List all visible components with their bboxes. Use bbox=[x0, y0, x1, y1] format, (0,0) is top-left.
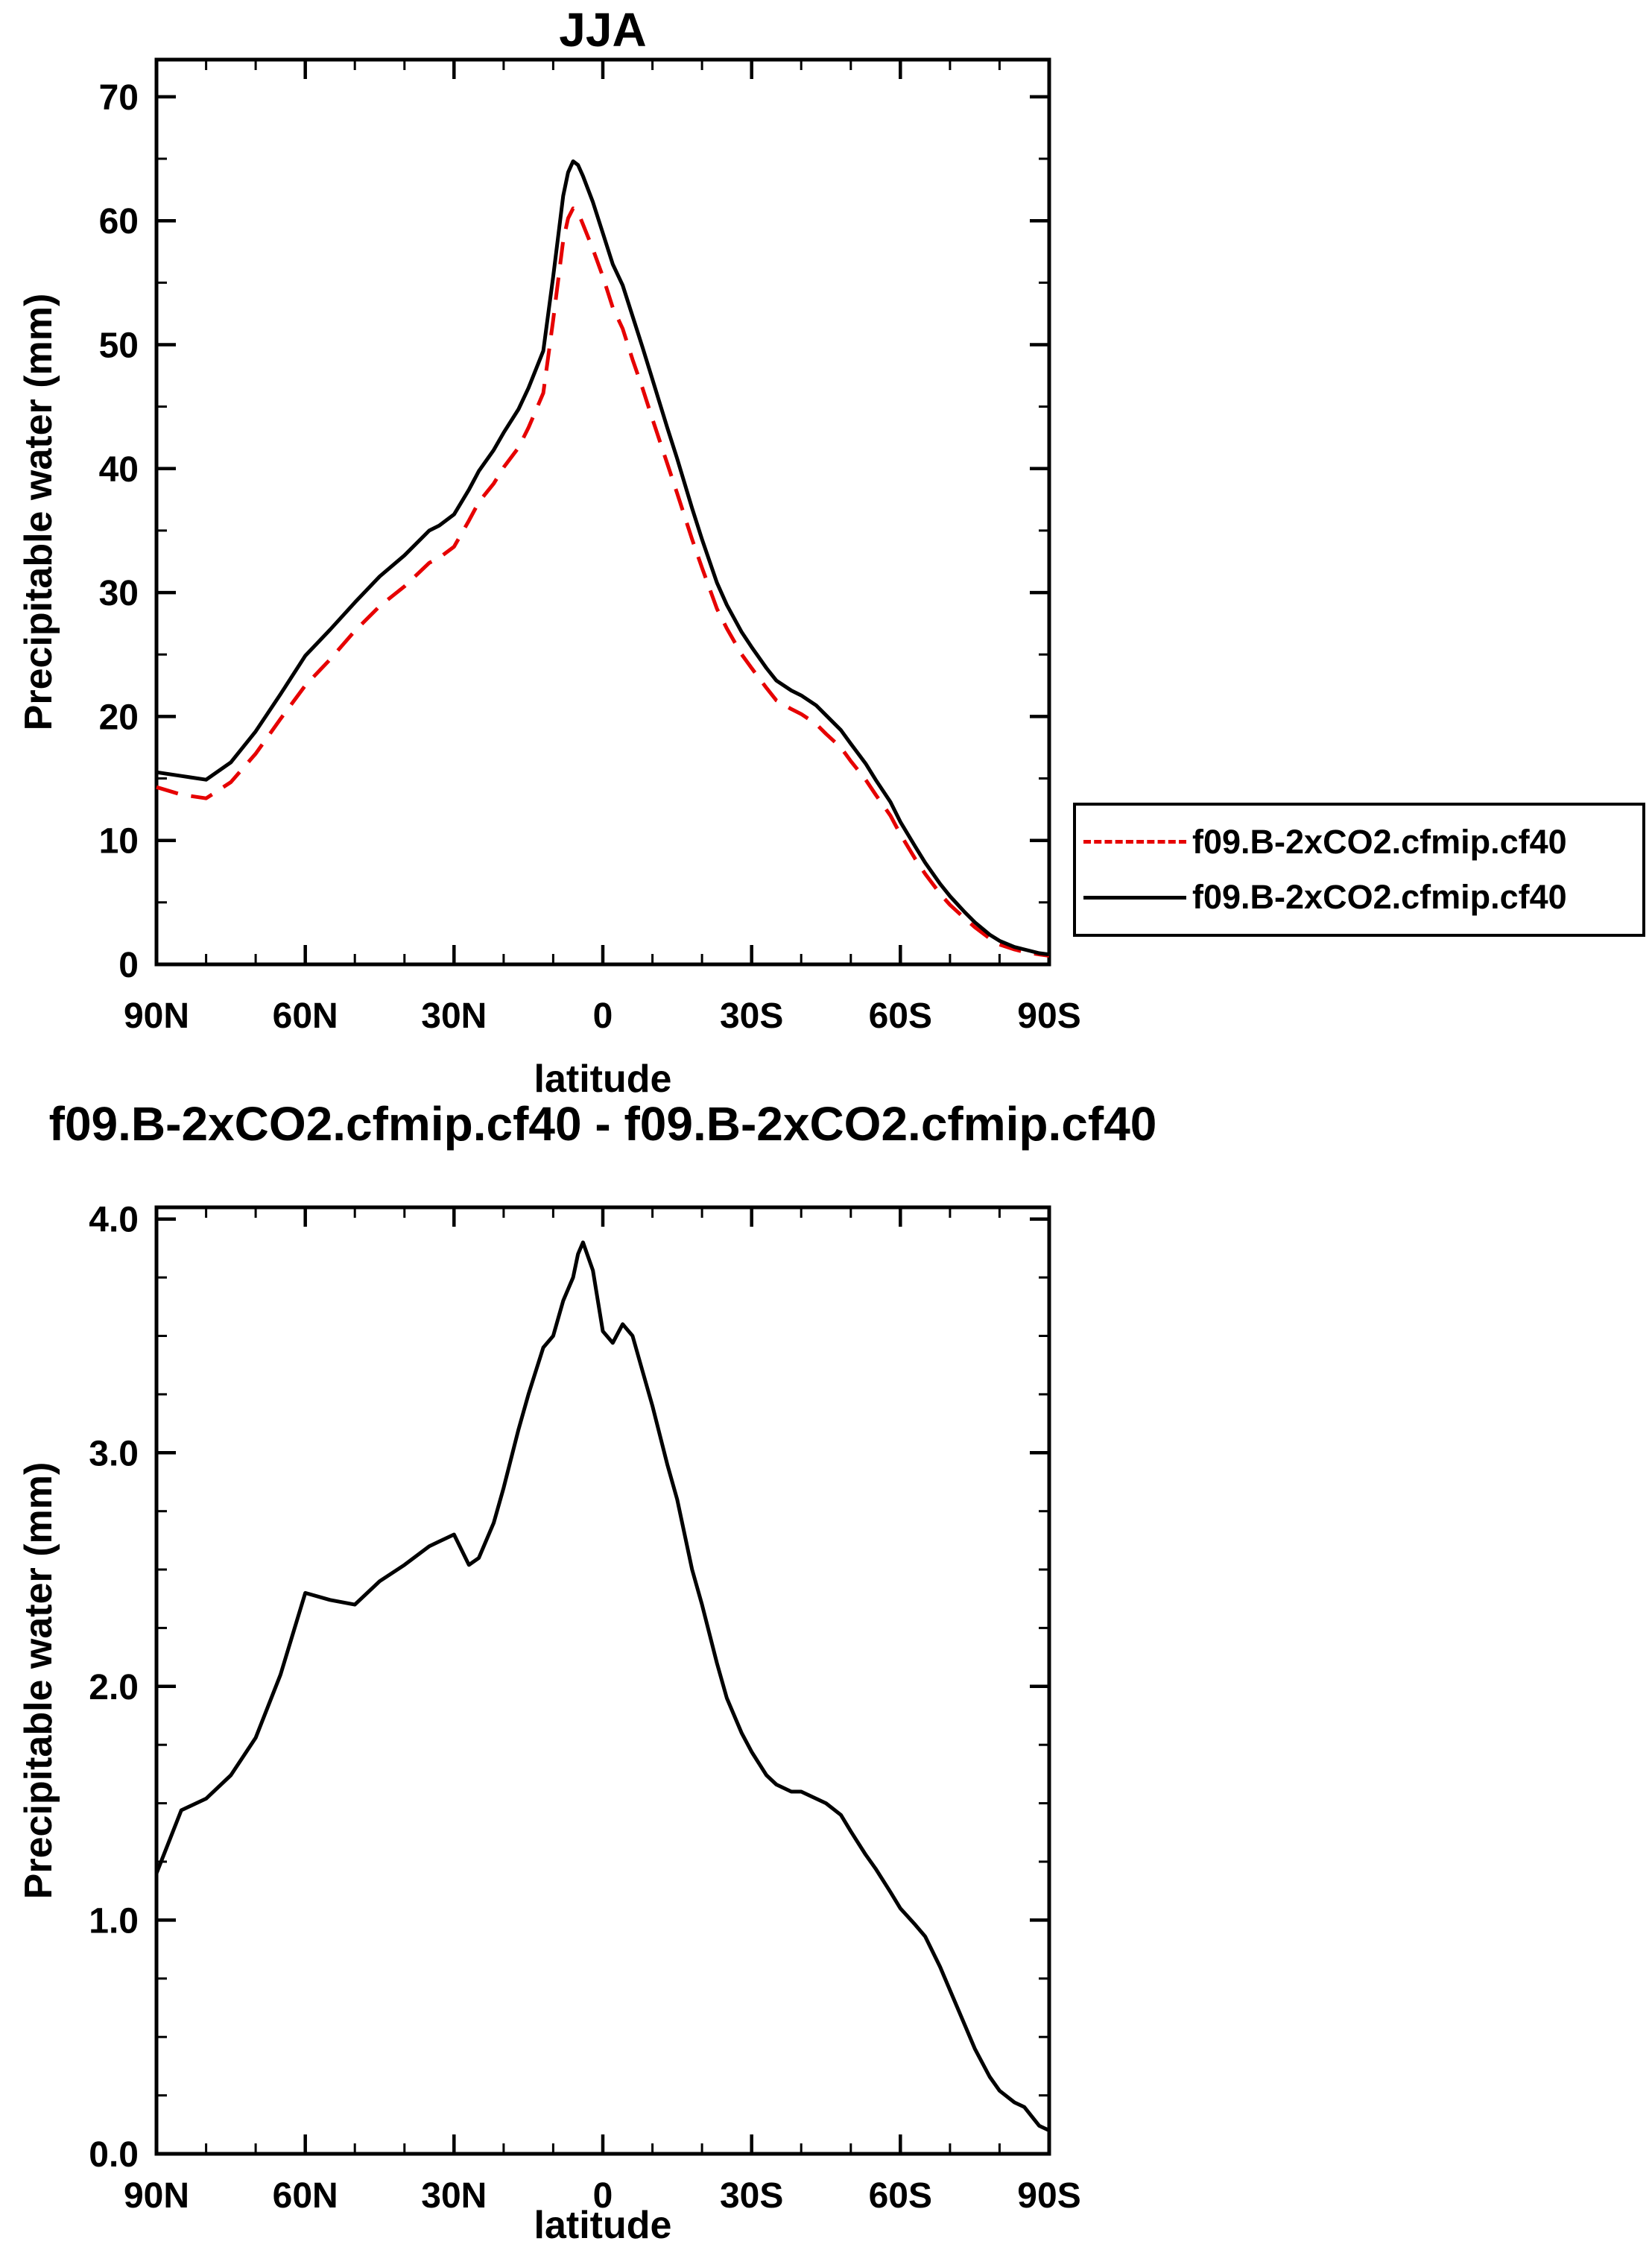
bottom-chart-y-tick-label: 4.0 bbox=[89, 1201, 139, 1240]
top-chart-x-tick-label: 30N bbox=[421, 996, 487, 1036]
legend-label-solid: f09.B-2xCO2.cfmip.cf40 bbox=[1192, 878, 1567, 917]
legend-label-dashed: f09.B-2xCO2.cfmip.cf40 bbox=[1192, 822, 1567, 861]
top-chart-x-tick-label: 60S bbox=[869, 996, 932, 1036]
top-chart-x-tick-label: 90S bbox=[1017, 996, 1080, 1036]
bottom-chart-x-tick-label: 60S bbox=[869, 2176, 932, 2216]
bottom-chart-x-tick-label: 0 bbox=[593, 2176, 613, 2216]
top-chart-x-tick-label: 90N bbox=[124, 996, 189, 1036]
bottom-chart-series-0-curve bbox=[154, 1240, 1051, 2132]
top-chart-y-tick-label: 40 bbox=[99, 450, 139, 490]
top-chart-y-tick-label: 50 bbox=[99, 326, 139, 366]
top-chart-series-1-curve bbox=[156, 159, 1050, 957]
bottom-chart-x-axis-label: latitude bbox=[534, 2204, 672, 2244]
top-chart-x-tick-label: 30S bbox=[720, 996, 783, 1036]
legend-black-solid-line-icon bbox=[1083, 895, 1186, 900]
top-chart-y-tick-label: 70 bbox=[99, 78, 139, 118]
bottom-chart-x-tick-label: 60N bbox=[273, 2176, 338, 2216]
top-chart-y-tick-label: 20 bbox=[99, 698, 139, 737]
top-chart-y-tick-label: 0 bbox=[118, 946, 139, 985]
bottom-chart-y-tick-label: 3.0 bbox=[89, 1434, 139, 1473]
bottom-chart-title: f09.B-2xCO2.cfmip.cf40 - f09.B-2xCO2.cfm… bbox=[48, 1097, 1157, 1151]
top-chart-title: JJA bbox=[559, 3, 647, 57]
legend-entry-dashed: f09.B-2xCO2.cfmip.cf40 bbox=[1083, 823, 1638, 862]
bottom-chart: 90N 60N 30N 0 30S 60S 90S 0.0 1.0 2.0 3.0 4.0 bbox=[89, 1201, 1080, 2216]
top-chart-y-tick-label: 30 bbox=[99, 574, 139, 613]
top-chart-frame bbox=[154, 57, 1051, 967]
bottom-chart-frame bbox=[154, 1205, 1051, 2156]
bottom-chart-x-tick-label: 30N bbox=[421, 2176, 487, 2216]
bottom-chart-y-tick-label: 0.0 bbox=[89, 2135, 139, 2175]
bottom-chart-x-tick-label: 90N bbox=[124, 2176, 189, 2216]
top-chart-x-tick-label: 60N bbox=[273, 996, 338, 1036]
bottom-chart-x-tick-label: 30S bbox=[720, 2176, 783, 2216]
bottom-chart-y-tick-label: 1.0 bbox=[89, 1901, 139, 1941]
top-chart-series-0-curve bbox=[156, 206, 1050, 958]
top-chart-x-tick-label: 0 bbox=[593, 996, 613, 1036]
top-chart-y-tick-label: 60 bbox=[99, 202, 139, 241]
legend-box: f09.B-2xCO2.cfmip.cf40 f09.B-2xCO2.cfmip… bbox=[1073, 803, 1645, 937]
legend-entry-solid: f09.B-2xCO2.cfmip.cf40 bbox=[1083, 878, 1638, 917]
top-chart-y-tick-label: 10 bbox=[99, 822, 139, 862]
top-chart-y-axis-label: Precipitable water (mm) bbox=[17, 293, 60, 731]
bottom-chart-x-tick-label: 90S bbox=[1017, 2176, 1080, 2216]
bottom-chart-y-axis-label: Precipitable water (mm) bbox=[17, 1461, 60, 1900]
top-chart-x-axis-label: latitude bbox=[534, 1058, 672, 1101]
top-chart: 90N 60N 30N 0 30S 60S 90S 0 10 20 30 40 50 60 70 bbox=[99, 57, 1081, 1036]
bottom-chart-y-tick-label: 2.0 bbox=[89, 1668, 139, 1707]
legend-red-dashed-line-icon bbox=[1083, 840, 1186, 844]
